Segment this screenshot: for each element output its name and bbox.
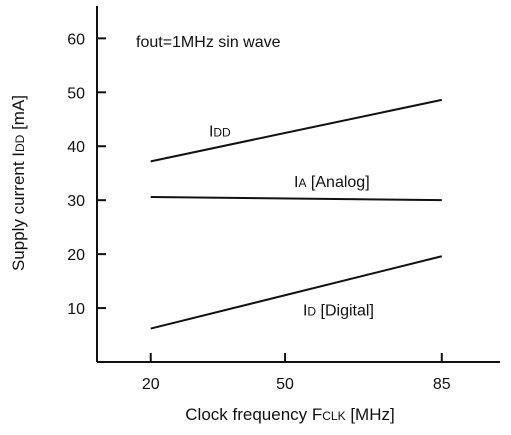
- y-tick-label: 50: [67, 85, 85, 102]
- series-label-sub: DD: [213, 126, 231, 140]
- x-tick-label: 50: [276, 376, 294, 393]
- y-axis-label-sub: DD: [13, 134, 27, 152]
- series-label-sub: A: [298, 176, 306, 190]
- series-label-tail: [Digital]: [316, 303, 374, 320]
- y-tick-label: 10: [67, 301, 85, 318]
- x-axis-label-tail: [MHz]: [346, 405, 395, 424]
- series-label-main: I: [209, 124, 213, 141]
- series-line-id-digital: [150, 255, 443, 330]
- series-label-main: I: [294, 174, 298, 191]
- series-label-main: I: [303, 303, 307, 320]
- series-lines: [150, 98, 443, 330]
- x-axis-label: Clock frequency FCLK [MHz]: [185, 405, 394, 424]
- y-axis-label: Supply current IDD [mA]: [9, 95, 28, 271]
- y-axis-ticks: 10 20 30 40 50 60: [67, 31, 106, 318]
- y-axis-label-tail: [mA]: [9, 95, 28, 135]
- x-axis-ticks: 20 50 85: [142, 353, 451, 393]
- x-axis-label-sub: CLK: [322, 409, 345, 423]
- x-tick-label: 85: [433, 376, 451, 393]
- chart-annotation: fout=1MHz sin wave: [136, 34, 281, 51]
- y-tick-label: 30: [67, 193, 85, 210]
- series-label-sub: D: [307, 305, 316, 319]
- series-label-idd: IDD: [209, 124, 231, 141]
- y-tick-label: 20: [67, 247, 85, 264]
- axes: [96, 6, 500, 363]
- y-tick-label: 60: [67, 31, 85, 48]
- x-tick-label: 20: [142, 376, 160, 393]
- series-label-id-digital: ID [Digital]: [303, 303, 374, 320]
- y-axis-label-main: Supply current I: [9, 152, 28, 271]
- series-label-tail: [Analog]: [306, 174, 369, 191]
- y-tick-label: 40: [67, 139, 85, 156]
- series-label-ia-analog: IA [Analog]: [294, 174, 370, 191]
- series-line-ia-analog: [150, 195, 442, 202]
- x-axis-label-main: Clock frequency F: [185, 405, 322, 424]
- series-line-idd: [150, 98, 442, 163]
